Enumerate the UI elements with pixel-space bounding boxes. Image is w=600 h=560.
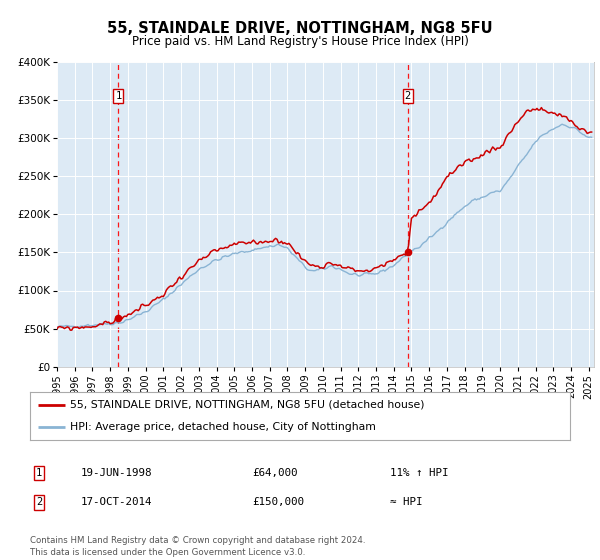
Text: 2: 2 (404, 91, 411, 101)
Text: 19-JUN-1998: 19-JUN-1998 (81, 468, 152, 478)
Text: 11% ↑ HPI: 11% ↑ HPI (390, 468, 449, 478)
Text: Price paid vs. HM Land Registry's House Price Index (HPI): Price paid vs. HM Land Registry's House … (131, 35, 469, 48)
Text: 2: 2 (36, 497, 42, 507)
Text: HPI: Average price, detached house, City of Nottingham: HPI: Average price, detached house, City… (71, 422, 376, 432)
Text: 1: 1 (36, 468, 42, 478)
Text: ≈ HPI: ≈ HPI (390, 497, 422, 507)
Text: Contains HM Land Registry data © Crown copyright and database right 2024.
This d: Contains HM Land Registry data © Crown c… (30, 536, 365, 557)
Text: 55, STAINDALE DRIVE, NOTTINGHAM, NG8 5FU (detached house): 55, STAINDALE DRIVE, NOTTINGHAM, NG8 5FU… (71, 400, 425, 410)
Text: 17-OCT-2014: 17-OCT-2014 (81, 497, 152, 507)
Text: £150,000: £150,000 (252, 497, 304, 507)
Text: £64,000: £64,000 (252, 468, 298, 478)
Text: 55, STAINDALE DRIVE, NOTTINGHAM, NG8 5FU: 55, STAINDALE DRIVE, NOTTINGHAM, NG8 5FU (107, 21, 493, 36)
Text: 1: 1 (115, 91, 122, 101)
